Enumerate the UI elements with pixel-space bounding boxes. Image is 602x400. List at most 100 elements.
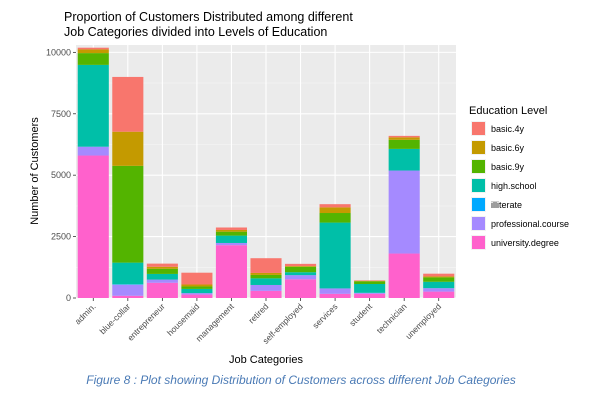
bar-segment [319,204,351,208]
bar-segment [250,278,282,285]
y-tick-label: 7500 [51,109,71,119]
bar-segment [146,279,178,283]
bar-segment [285,266,317,267]
figure-caption: Figure 8 : Plot showing Distribution of … [86,373,516,387]
bar-segment [215,242,247,246]
bar-segment [112,165,144,263]
bar-segment [319,293,351,298]
bar-segment [112,131,144,166]
legend-label: basic.6y [491,143,525,153]
bar-segment [146,268,178,274]
bar-segment [423,276,455,278]
legend-swatch [472,179,485,192]
bar-segment [388,148,420,171]
x-axis-title: Job Categories [229,354,303,366]
x-tick-label: admin. [73,301,98,326]
legend-label: basic.4y [491,124,525,134]
y-tick-label: 0 [66,293,71,303]
y-axis-title: Number of Customers [29,117,41,225]
bar-segment [285,266,317,273]
bar-segment [77,49,109,54]
bar-segment [112,76,144,132]
bar-segment [181,293,213,295]
bar-segment [250,290,282,298]
bar-segment [250,274,282,279]
bar-segment [319,288,351,294]
bar-segment [285,272,317,276]
bar-segment [181,294,213,298]
bar-segment [423,281,455,289]
bar-segment [354,283,386,293]
bar-segment [285,263,317,267]
bar-segment [215,245,247,298]
bar-segment [354,293,386,298]
bar-segment [215,229,247,232]
legend-swatch [472,160,485,173]
bar-segment [77,47,109,50]
x-tick-label: services [310,301,339,330]
bar-segment [319,213,351,223]
bar-segment [146,273,178,280]
bar-segment [181,286,213,289]
legend-swatch [472,198,485,211]
y-tick-label: 10000 [46,47,71,57]
legend-swatch [472,122,485,135]
chart-title-line-1: Proportion of Customers Distributed amon… [64,10,353,24]
bar-segment [250,272,282,275]
bar-segment [146,266,178,269]
y-axis-ticks: 0 2500 5000 7500 10000 [46,47,76,303]
bar-segment [354,292,386,294]
x-tick-label: student [347,301,374,328]
x-axis-ticks: admin. blue-collarentrepreneurhousemaidma… [73,298,443,346]
bar-segment [354,281,386,284]
bar-segment [77,146,109,156]
bar-segment [112,262,144,285]
bar-segment [181,284,213,287]
bar-segment [250,284,282,291]
legend: Education Level basic.4y basic.6y basic.9y… [469,105,569,250]
x-tick-label: retired [246,301,270,325]
bar-segment [388,135,420,138]
bar-segment [388,139,420,149]
bar-segment [215,227,247,230]
legend-label: illiterate [491,200,522,210]
bar-segment [319,207,351,214]
chart-title-line-2: Job Categories divided into Levels of Ed… [64,25,327,39]
x-tick-label: technician [374,301,408,335]
bar-segment [112,284,144,296]
bar-segment [388,253,420,298]
bar-segment [181,272,213,285]
bar-segment [285,279,317,298]
bars [77,47,455,298]
bar-segment [423,273,455,277]
x-tick-label: blue-collar [97,301,132,336]
bar-segment [423,277,455,282]
stacked-bar-chart: Proportion of Customers Distributed amon… [29,10,569,366]
legend-label: high.school [491,181,537,191]
bar-segment [77,155,109,298]
bar-segment [112,295,144,298]
y-tick-label: 2500 [51,232,71,242]
legend-swatch [472,217,485,230]
bar-segment [77,64,109,147]
bar-segment [319,222,351,289]
bar-segment [388,137,420,140]
legend-title: Education Level [469,105,547,117]
legend-label: university.degree [491,238,559,248]
bar-segment [423,291,455,298]
bar-segment [215,231,247,236]
bar-segment [423,288,455,292]
x-tick-label: unemployed [403,301,443,341]
bar-segment [181,288,213,294]
legend-swatch [472,236,485,249]
x-tick-label: entrepreneur [125,301,167,343]
bar-segment [146,263,178,267]
legend-label: basic.9y [491,162,525,172]
legend-label: professional.course [491,219,569,229]
bar-segment [146,282,178,298]
bar-segment [388,170,420,254]
x-tick-label: housemaid [165,301,202,338]
bar-segment [250,258,282,273]
bar-segment [77,53,109,65]
